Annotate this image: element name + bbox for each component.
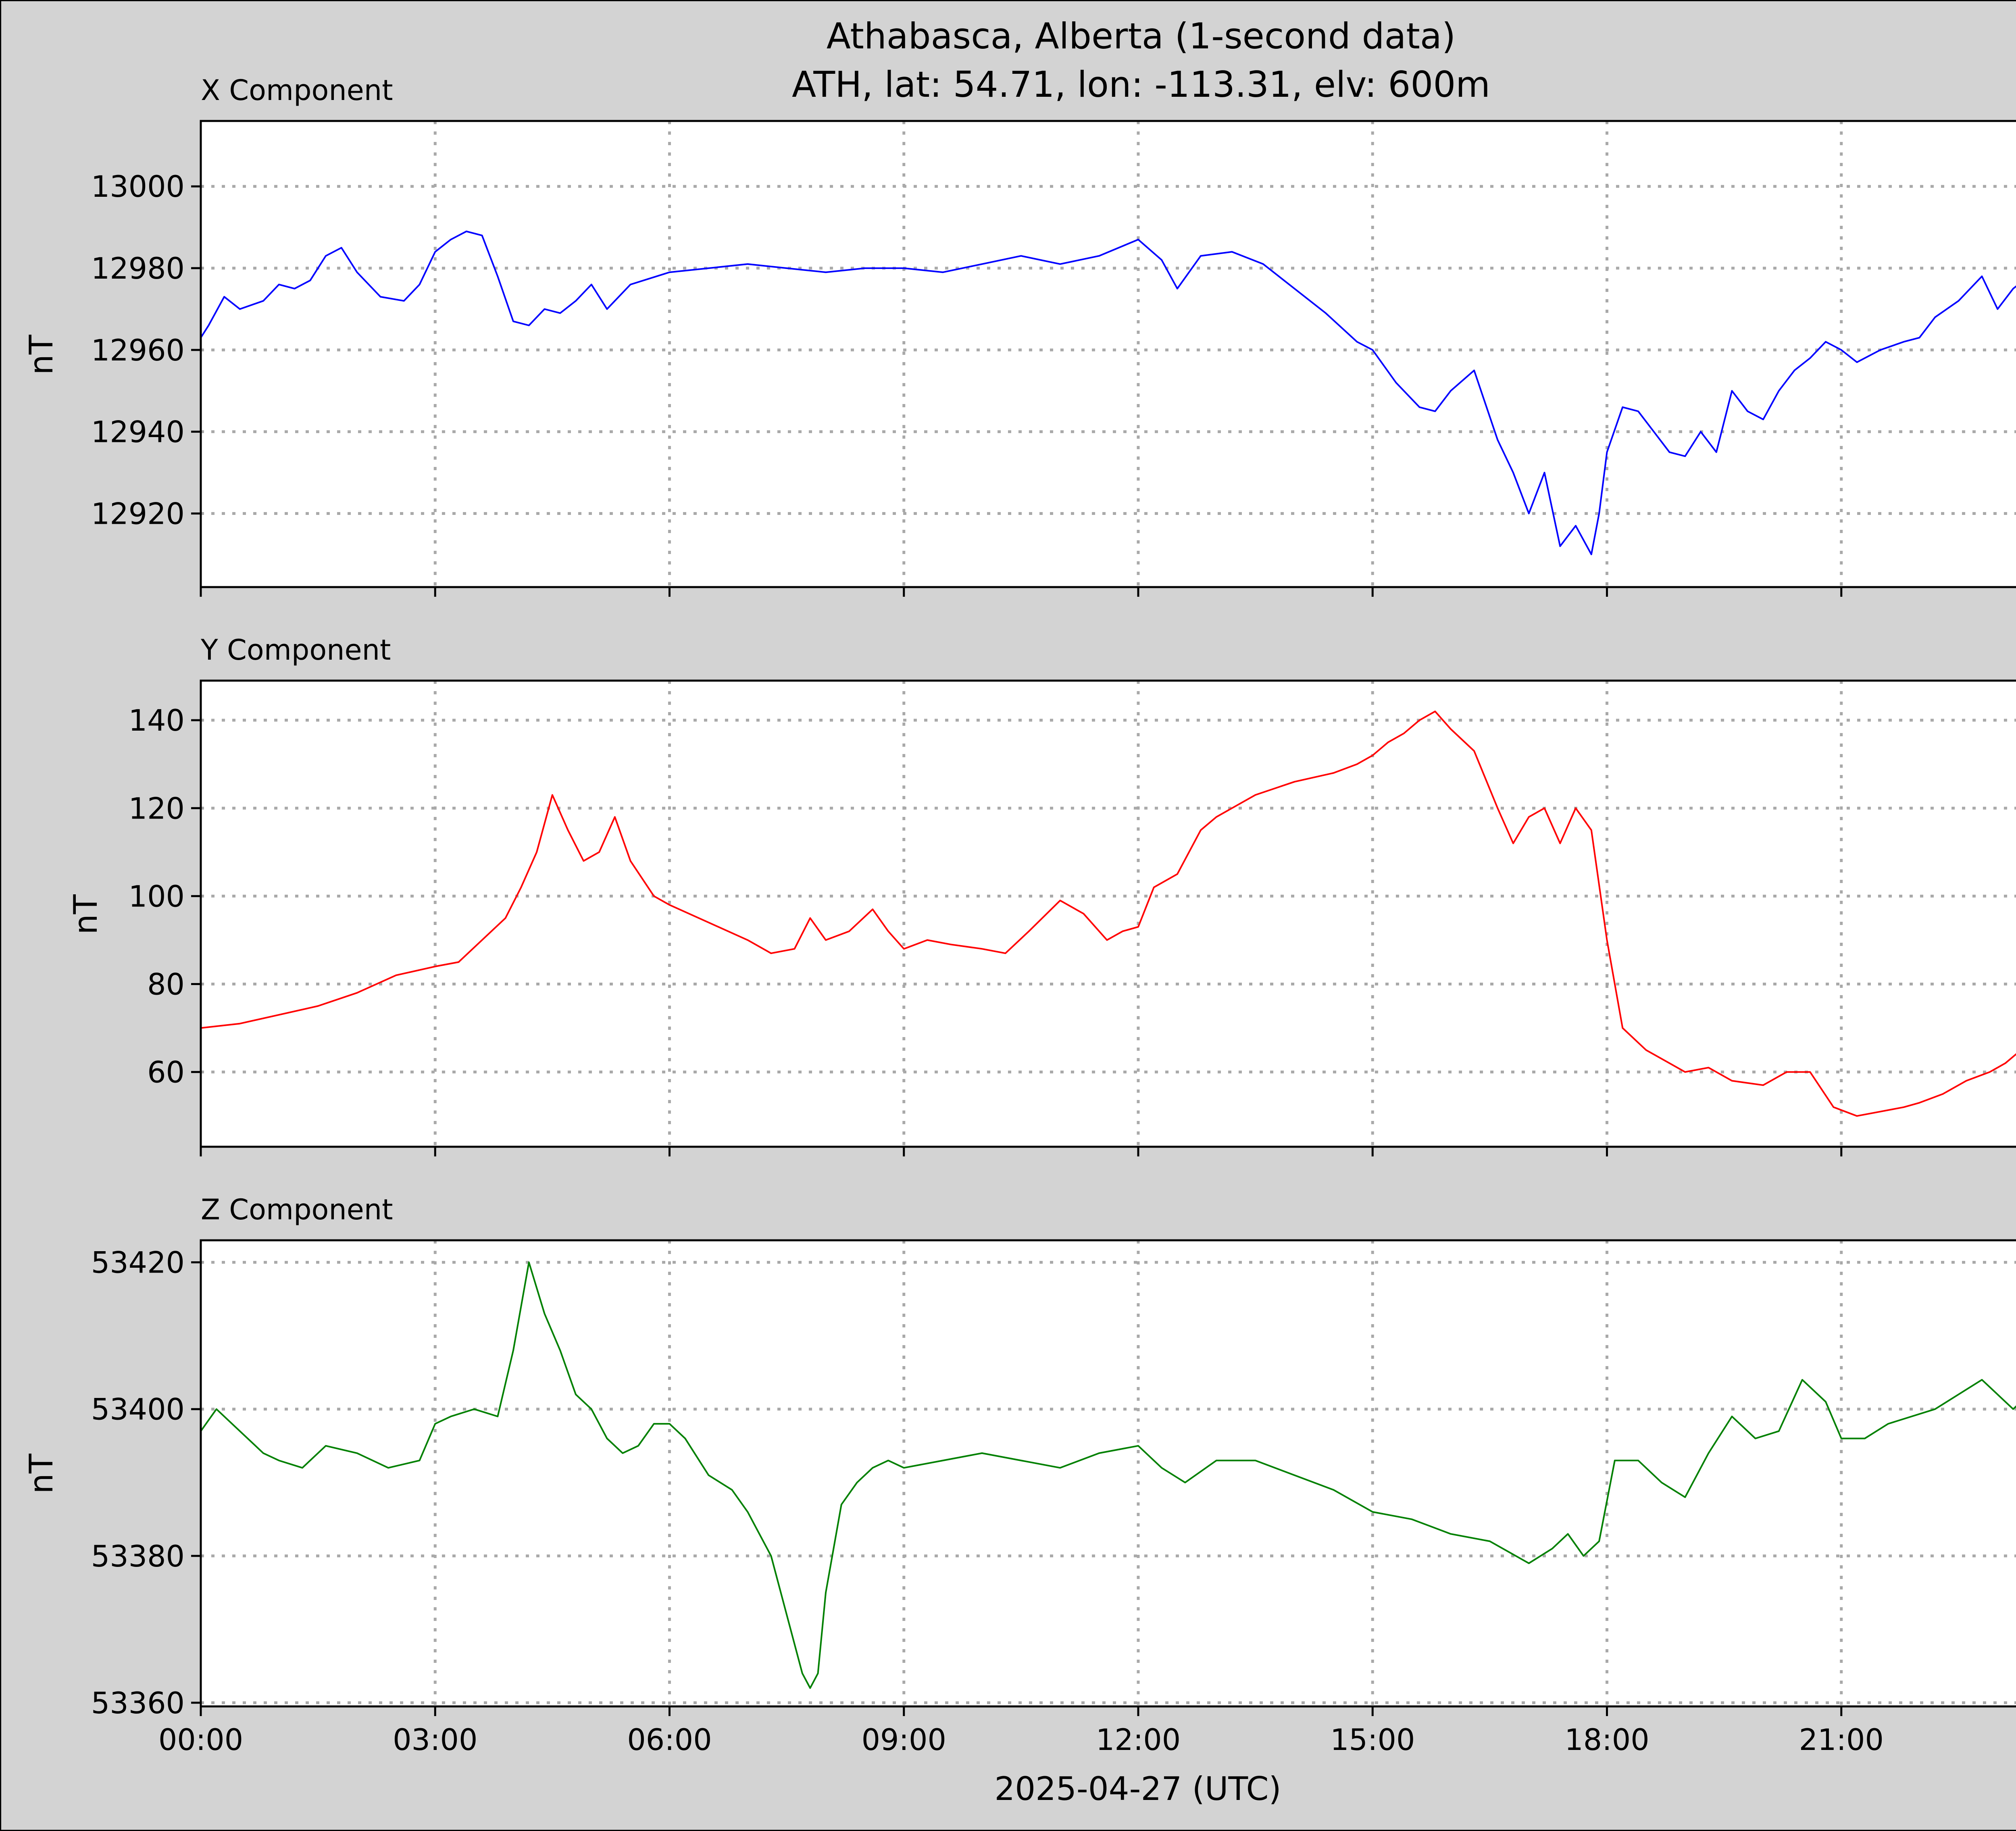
z-component-ytick-label: 53380 [91, 1539, 185, 1574]
z-component-ytick-label: 53420 [91, 1246, 185, 1280]
x-component-ytick-label: 12980 [91, 252, 185, 286]
z-component-line [200, 1261, 2016, 1689]
x-component-frame [200, 120, 2016, 588]
x-component-plot-area [201, 121, 2016, 587]
x-component-panel: X Component nT 12920 12940 12960 12980 13000 [23, 74, 2016, 597]
x-tick-label: 09:00 [862, 1723, 946, 1757]
y-component-ytick-label: 60 [147, 1056, 185, 1090]
z-component-plot-area [201, 1240, 2016, 1706]
figure-title-line1: Athabasca, Alberta (1-second data) [827, 15, 1456, 57]
x-tick-label: 18:00 [1564, 1723, 1649, 1757]
x-component-ytick-label: 12960 [91, 333, 185, 368]
z-component-title: Z Component [201, 1193, 393, 1226]
z-component-ytick-label: 53360 [91, 1686, 185, 1721]
y-component-ytick-label: 80 [147, 967, 185, 1002]
x-component-ytick-label: 12940 [91, 415, 185, 450]
z-component-frame [200, 1239, 2016, 1708]
y-component-panel: Y Component nT 60 80 100 120 140 [67, 633, 2016, 1156]
y-component-ytick-label: 140 [129, 704, 185, 738]
z-component-ylabel: nT [23, 1453, 60, 1494]
x-axis-label: 2025-04-27 (UTC) [994, 1770, 1281, 1808]
y-component-frame [200, 679, 2016, 1148]
x-component-ytick-label: 12920 [91, 497, 185, 531]
y-component-line [200, 710, 2016, 1117]
x-component-ylabel: nT [23, 334, 60, 375]
y-component-ylabel: nT [67, 894, 104, 935]
y-component-ytick-label: 100 [129, 879, 185, 914]
x-tick-label: 00:00 [158, 1723, 243, 1757]
y-component-plot-area [201, 681, 2016, 1147]
x-component-line [200, 230, 2016, 555]
y-component-title: Y Component [200, 633, 391, 667]
figure-title-line2: ATH, lat: 54.71, lon: -113.31, elv: 600m [792, 64, 1490, 105]
x-tick-label: 12:00 [1096, 1723, 1181, 1757]
x-component-ytick-label: 13000 [91, 170, 185, 204]
z-component-panel: Z Component nT 00:00 03:00 06:00 09:00 12:00… [23, 1193, 2016, 1757]
x-tick-label: 06:00 [627, 1723, 712, 1757]
z-component-ytick-label: 53400 [91, 1393, 185, 1427]
y-component-ytick-label: 120 [129, 792, 185, 826]
x-tick-label: 21:00 [1799, 1723, 1884, 1757]
x-tick-label: 15:00 [1330, 1723, 1415, 1757]
x-tick-label: 03:00 [393, 1723, 477, 1757]
x-component-title: X Component [201, 74, 393, 107]
